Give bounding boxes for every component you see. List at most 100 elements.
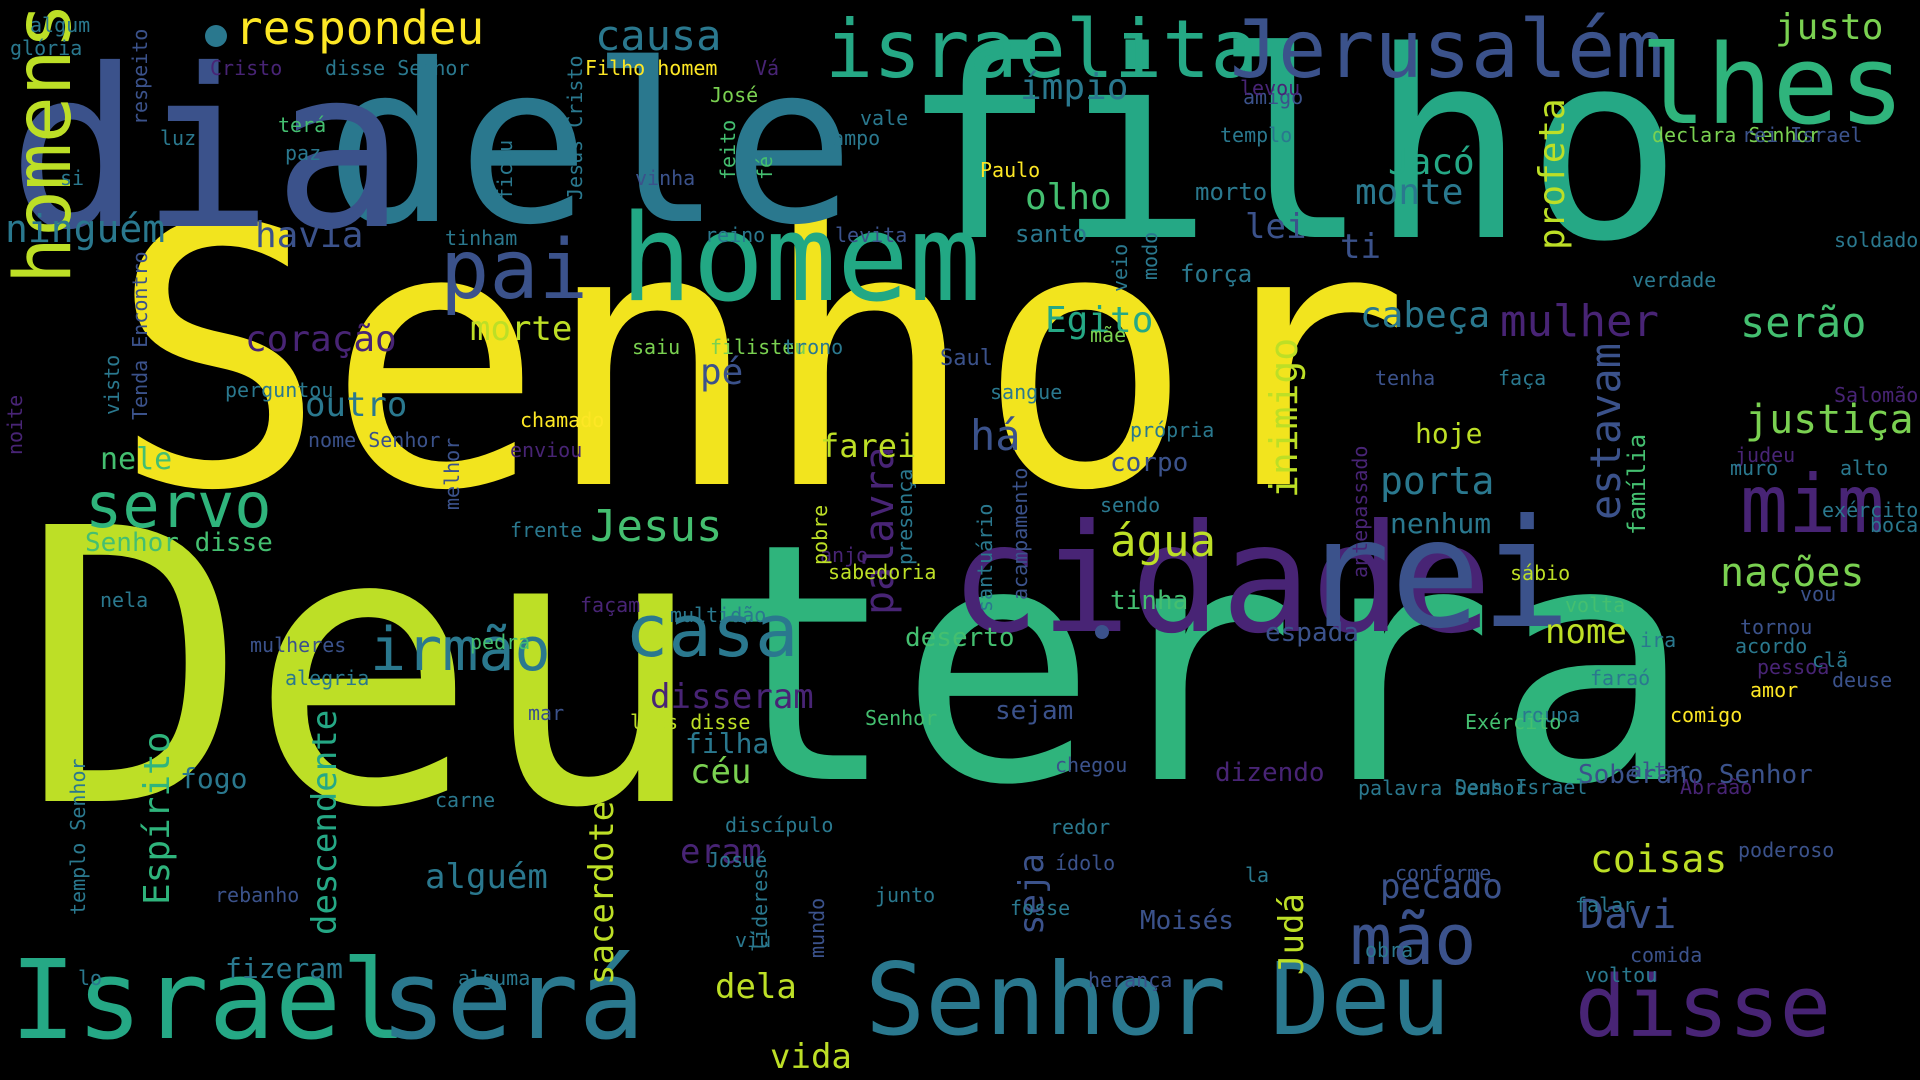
word-fizeram: fizeram	[225, 952, 344, 985]
word-nome: nome	[1545, 612, 1627, 652]
word-pessoa: pessoa	[1757, 655, 1830, 679]
word-ninguem: ninguém	[5, 207, 166, 251]
word-lideres: líderes	[748, 867, 772, 952]
word-mae: mãe	[1090, 323, 1127, 347]
word-jerusalem: Jerusalém	[1230, 3, 1664, 96]
word-senhor: Senhor	[110, 150, 1411, 569]
word-nome-senhor: nome Senhor	[308, 428, 441, 452]
word-deu: Deu	[20, 448, 707, 891]
word-obra: obra	[1365, 938, 1414, 962]
word-presenca: presença	[893, 468, 917, 565]
word-filho: filho	[900, 0, 1683, 299]
word-tenda-encontro: Tenda Encontro	[128, 251, 152, 420]
word-modo: modo	[1138, 231, 1162, 280]
word-filho-homem: Filho homem	[585, 56, 718, 80]
word-olho: olho	[1025, 177, 1112, 218]
word-chegou: chegou	[1055, 753, 1128, 777]
word-rebanho: rebanho	[215, 883, 300, 907]
word-levita: levita	[835, 223, 908, 247]
word-idolo: ídolo	[1055, 851, 1116, 875]
word-salomao: Salomão	[1834, 383, 1919, 407]
word-cristo: Cristo	[210, 56, 283, 80]
word-acordo: acordo	[1735, 634, 1808, 658]
word-gloria: glória	[10, 36, 83, 60]
word-pecado: pecado	[1380, 867, 1503, 907]
word-reino: reino	[705, 223, 766, 247]
word-levou: levou	[1240, 76, 1301, 100]
word-sabio: sábio	[1510, 561, 1571, 585]
word-volta: volta	[1565, 593, 1626, 617]
word-mim: mim	[1740, 458, 1885, 551]
word-comigo: comigo	[1670, 703, 1743, 727]
word-vida: vida	[770, 1037, 852, 1077]
word-fosse: fosse	[1010, 896, 1071, 920]
word-roupa: roupa	[1520, 703, 1581, 727]
word-multidao: multidão	[670, 603, 767, 627]
word-jose: José	[710, 83, 759, 107]
word-mundo: mundo	[805, 897, 829, 958]
decorative-dot	[205, 25, 227, 47]
word-jesus-cristo: Jesus Cristo	[563, 55, 587, 201]
word-fe: fé	[753, 155, 777, 180]
word-jesus: Jesus	[590, 501, 723, 552]
word-disse-senhor: disse Senhor	[325, 56, 470, 80]
word-familia: família	[1623, 433, 1651, 535]
word-palavra-senhor: palavra Senhor	[1358, 776, 1527, 800]
word-acampamento: acampamento	[1008, 467, 1032, 600]
word-veio: veio	[1108, 243, 1132, 292]
word-santuario: santuário	[973, 503, 997, 612]
word-ha: há	[970, 411, 1021, 460]
word-tera: terá	[278, 113, 327, 137]
word-alto: alto	[1840, 456, 1889, 480]
word-jaco: Jacó	[1388, 142, 1475, 183]
word-rei: rei	[1300, 488, 1571, 662]
word-melhor: melhor	[440, 437, 464, 510]
word-havia: havia	[255, 215, 364, 256]
word-campo: campo	[820, 126, 881, 150]
word-voltou: voltou	[1585, 963, 1658, 987]
word-anjo: anjo	[820, 543, 869, 567]
word-coracao: coração	[245, 319, 397, 360]
word-poderoso: poderoso	[1738, 838, 1835, 862]
word-va: Vá	[755, 56, 780, 80]
word-amigo: amigo	[1243, 85, 1304, 109]
word-farao: faraó	[1590, 666, 1651, 690]
word-falar: falar	[1575, 893, 1636, 917]
word-ti: ti	[1340, 227, 1381, 267]
word-judeu: judeu	[1735, 443, 1796, 467]
word-viu: viu	[735, 928, 772, 952]
word-espada: espada	[1265, 618, 1359, 648]
word-agua: água	[1110, 516, 1216, 567]
word-disse: disse	[1575, 958, 1831, 1057]
word-irmao: irmão	[370, 615, 551, 685]
word-cidade: cidade	[950, 493, 1492, 667]
word-filisteu: filisteu	[710, 335, 807, 359]
word-israelita: israelita	[825, 3, 1259, 96]
word-espirito: Espírito	[137, 731, 178, 905]
word-moises: Moisés	[1140, 906, 1234, 936]
word-sangue: sangue	[990, 380, 1063, 404]
word-tenha: tenha	[1375, 366, 1436, 390]
word-chamado: chamado	[520, 408, 605, 432]
word-israel: Israel	[10, 936, 408, 1064]
word-causa: causa	[595, 11, 722, 60]
word-la: la	[1245, 863, 1270, 887]
word-discipulo: discípulo	[725, 813, 834, 837]
word-visto: visto	[100, 354, 124, 415]
word-morte: morte	[470, 309, 573, 349]
word-dizendo: dizendo	[1215, 758, 1325, 788]
word-luz: luz	[160, 126, 197, 150]
word-si: si	[60, 166, 85, 190]
word-homem: homem	[620, 190, 982, 329]
word-estavam: estavam	[1581, 342, 1630, 520]
word-perguntou: perguntou	[225, 378, 334, 402]
word-pe: pé	[700, 352, 744, 393]
word-disseram: disseram	[650, 677, 814, 717]
word-justo: justo	[1775, 7, 1884, 48]
word-terra: terra	[700, 473, 1694, 857]
word-egito: Egito	[1045, 300, 1154, 341]
word-dela: dela	[715, 967, 797, 1007]
word-templo-senhor: templo Senhor	[66, 758, 90, 915]
word-frente: frente	[510, 518, 583, 542]
